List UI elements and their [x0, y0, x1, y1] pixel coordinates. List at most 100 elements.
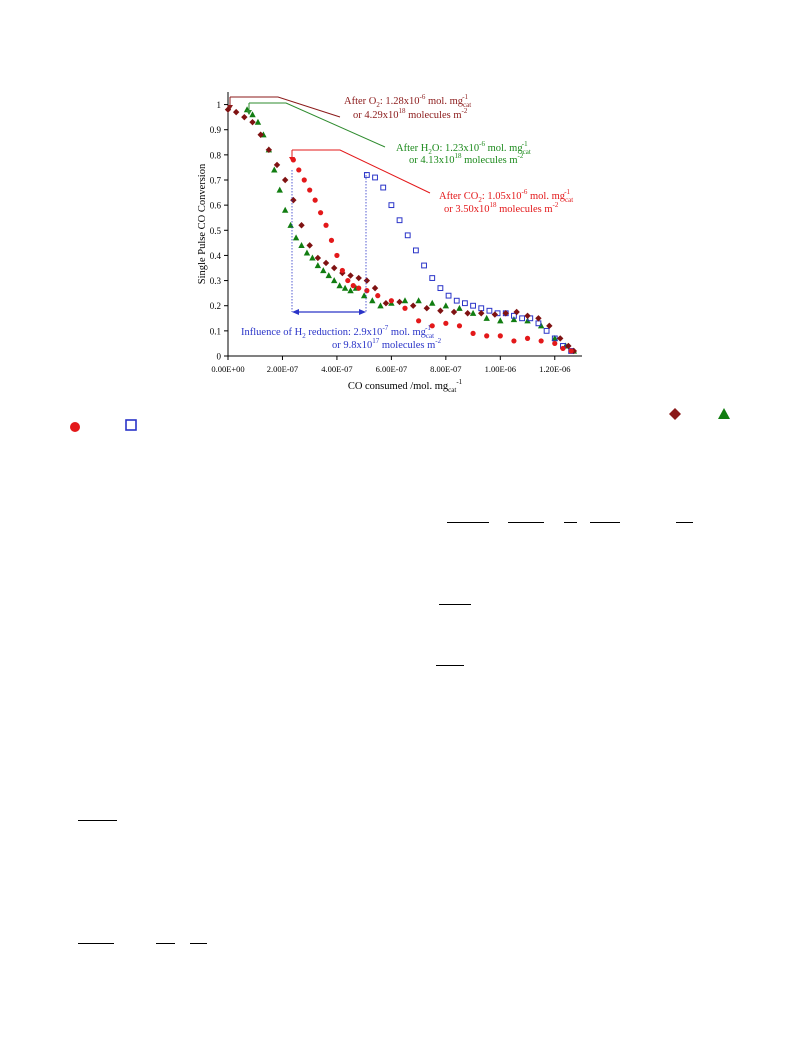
data-point — [538, 338, 544, 344]
data-point — [502, 310, 509, 317]
data-point — [363, 277, 371, 284]
data-point — [307, 187, 313, 193]
fraction-bar — [564, 522, 577, 523]
x-tick-label: 1.20E-06 — [539, 364, 570, 374]
reduction-arrowhead-right — [359, 309, 366, 315]
data-point — [409, 302, 417, 309]
data-point — [363, 172, 370, 178]
y-tick-label: 1 — [217, 100, 222, 110]
data-point — [415, 297, 422, 304]
chart-axes: 0 0.1 0.2 0.3 0.4 0.5 0.6 0.7 0.8 0.9 1 0.00E+00 2.0… — [197, 92, 582, 394]
legend-triangle-marker — [718, 408, 730, 419]
series-circle — [290, 157, 574, 354]
data-point — [484, 333, 490, 339]
data-point — [412, 247, 419, 254]
data-point — [560, 345, 566, 352]
data-point — [273, 161, 281, 169]
data-point — [355, 274, 362, 282]
data-point — [402, 305, 408, 311]
data-point — [513, 308, 520, 316]
data-point — [462, 300, 468, 307]
fraction-bar — [190, 943, 207, 944]
data-point — [511, 312, 517, 319]
data-point — [249, 118, 256, 126]
data-point — [557, 335, 564, 342]
fraction-bar — [78, 943, 114, 944]
fraction-bar — [78, 820, 117, 821]
data-point — [470, 302, 476, 309]
data-point — [292, 234, 300, 241]
data-point — [296, 167, 302, 173]
annotation-line1: After CO2: 1.05x10-6 mol. mgcat-1 — [439, 188, 573, 204]
fraction-bar — [436, 665, 464, 666]
data-point — [347, 287, 354, 294]
x-tick-label: 8.00E-07 — [430, 364, 461, 374]
data-point — [443, 320, 449, 326]
data-point — [369, 297, 376, 304]
annotation-leader — [249, 102, 386, 148]
y-tick-label: 0.1 — [210, 326, 221, 336]
data-point — [546, 322, 553, 330]
data-point — [510, 316, 518, 323]
x-tick-label: 6.00E-07 — [376, 364, 407, 374]
data-point — [320, 267, 327, 274]
data-point — [535, 315, 542, 322]
data-point — [429, 323, 435, 329]
data-point — [421, 262, 427, 269]
annotation-arrowhead — [227, 105, 233, 110]
y-axis-title: Single Pulse CO Conversion — [197, 163, 208, 284]
legend-circle-marker — [70, 422, 80, 432]
data-point — [519, 315, 525, 322]
co-conversion-chart: 0 0.1 0.2 0.3 0.4 0.5 0.6 0.7 0.8 0.9 1 0.00E+00 2.0… — [197, 92, 582, 394]
data-point — [287, 221, 294, 228]
annotation-arrowhead — [289, 157, 295, 162]
x-tick-label: 1.00E-06 — [485, 364, 516, 374]
data-point — [303, 249, 311, 256]
data-point — [347, 272, 354, 279]
data-point — [306, 242, 313, 249]
data-point — [360, 292, 368, 299]
data-point — [241, 113, 248, 121]
data-point — [483, 314, 490, 321]
fraction-bar — [439, 604, 471, 605]
data-point — [339, 267, 345, 274]
data-point — [350, 283, 356, 289]
data-point — [401, 297, 409, 304]
annotation-line1: After H2O: 1.23x10-6 mol. mgcat-1 — [396, 140, 531, 156]
data-point — [265, 146, 273, 154]
data-point — [334, 252, 340, 259]
y-tick-label: 0.2 — [210, 301, 221, 311]
legend-square-marker — [125, 419, 137, 431]
data-point — [314, 262, 322, 269]
data-point — [568, 348, 574, 354]
data-point — [224, 106, 232, 113]
data-point — [322, 259, 330, 267]
data-point — [317, 210, 324, 216]
y-tick-label: 0 — [217, 352, 222, 362]
annotation-line1: Influence of H2 reduction: 2.9x10-7 mol.… — [241, 324, 434, 340]
fraction-bar — [508, 522, 544, 523]
data-point — [276, 186, 283, 193]
data-point — [470, 330, 476, 336]
chart-annotations: After O2: 1.28x10-6 mol. mgcat-1or 4.29x… — [227, 93, 573, 351]
legend-diamond-marker — [669, 408, 681, 420]
data-point — [524, 335, 531, 341]
data-point — [249, 111, 256, 118]
annotation-leader — [292, 149, 431, 194]
data-point — [232, 108, 240, 116]
data-point — [345, 277, 351, 284]
y-tick-label: 0.5 — [210, 226, 222, 236]
annotation-line1: After O2: 1.28x10-6 mol. mgcat-1 — [344, 93, 471, 109]
y-tick-label: 0.6 — [210, 201, 222, 211]
annotation-line2: or 9.8x1017 molecules m-2 — [332, 337, 442, 351]
data-point — [456, 323, 463, 329]
annotation-leader — [230, 96, 341, 118]
data-point — [301, 177, 307, 183]
data-point — [314, 254, 322, 262]
data-point — [356, 285, 362, 291]
data-point — [312, 197, 318, 203]
fraction-bar — [590, 522, 620, 523]
data-point — [331, 264, 338, 272]
chart-marks — [224, 106, 578, 355]
y-tick-label: 0.3 — [210, 276, 222, 286]
